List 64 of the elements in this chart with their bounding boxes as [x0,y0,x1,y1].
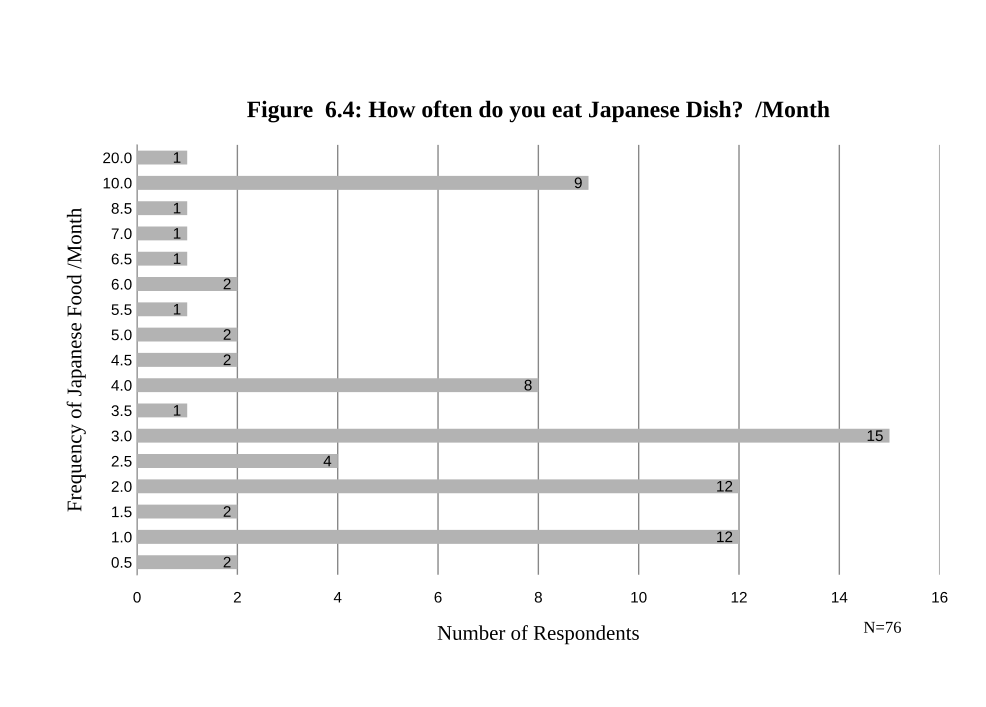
data-label: 2 [224,556,231,568]
data-label: 1 [174,228,180,239]
bar [137,504,238,519]
y-tick-label: 5.5 [112,304,132,315]
data-label: 8 [524,380,532,391]
data-label: 1 [174,304,180,315]
y-tick-label: 5.0 [112,329,132,340]
x-tick-label: 16 [932,592,948,603]
data-label: 12 [717,480,732,492]
data-label: 15 [868,430,883,442]
y-tick-label: 4.0 [111,380,132,391]
data-label: 2 [224,506,231,517]
data-label: 2 [224,278,231,290]
bar [137,530,740,544]
x-tick-label: 14 [832,592,848,603]
bar [137,176,589,190]
bar [137,150,188,165]
bar [137,328,238,342]
y-tick-label: 6.0 [112,278,132,290]
x-tick-label: 8 [534,592,542,603]
bar [137,352,238,367]
y-tick-label: 2.0 [112,481,132,492]
bar [137,428,890,443]
bar [137,454,338,468]
bar [137,226,188,240]
x-tick-label: 0 [133,592,141,603]
y-tick-label: 7.0 [112,228,132,240]
x-tick-label: 12 [732,592,747,603]
data-label: 1 [174,405,180,416]
y-tick-label: 4.5 [111,354,132,366]
y-tick-label: 8.5 [112,203,132,214]
bar [137,252,188,266]
y-tick-label: 10.0 [104,178,132,189]
chart-title: Figure 6.4: How often do you eat Japanese Dish? /Month [247,100,830,122]
x-tick-label: 2 [234,592,241,603]
y-tick-label: 6.5 [112,254,132,264]
x-tick-label: 10 [631,592,647,603]
y-tick-label: 0.5 [112,557,132,568]
data-label: 2 [224,354,231,366]
bar [137,479,740,494]
y-tick-label: 3.0 [112,430,132,442]
x-tick-label: 4 [334,592,342,603]
y-tick-label: 3.5 [112,405,132,416]
y-tick-label: 1.5 [112,506,132,518]
y-tick-label: 20.0 [103,152,132,164]
x-axis-title: Number of Respondents [438,625,639,644]
data-label: 4 [324,456,332,466]
data-label: 9 [574,177,582,188]
text: N=76 [864,622,902,633]
x-tick-label: 6 [434,592,442,603]
y-tick-label: 2.5 [112,456,132,467]
bar [137,302,188,316]
data-label: 1 [174,202,180,214]
data-label: 12 [717,531,732,542]
bar [137,403,188,418]
data-label: 1 [174,152,180,163]
y-axis-title: Frequency of Japanese Food /Month [66,208,86,512]
data-label: 1 [174,253,180,264]
bar [137,378,538,392]
y-tick-label: 1.0 [112,532,132,543]
bar [137,277,238,291]
bar [137,201,188,216]
data-label: 2 [224,329,231,340]
bar [137,555,238,570]
